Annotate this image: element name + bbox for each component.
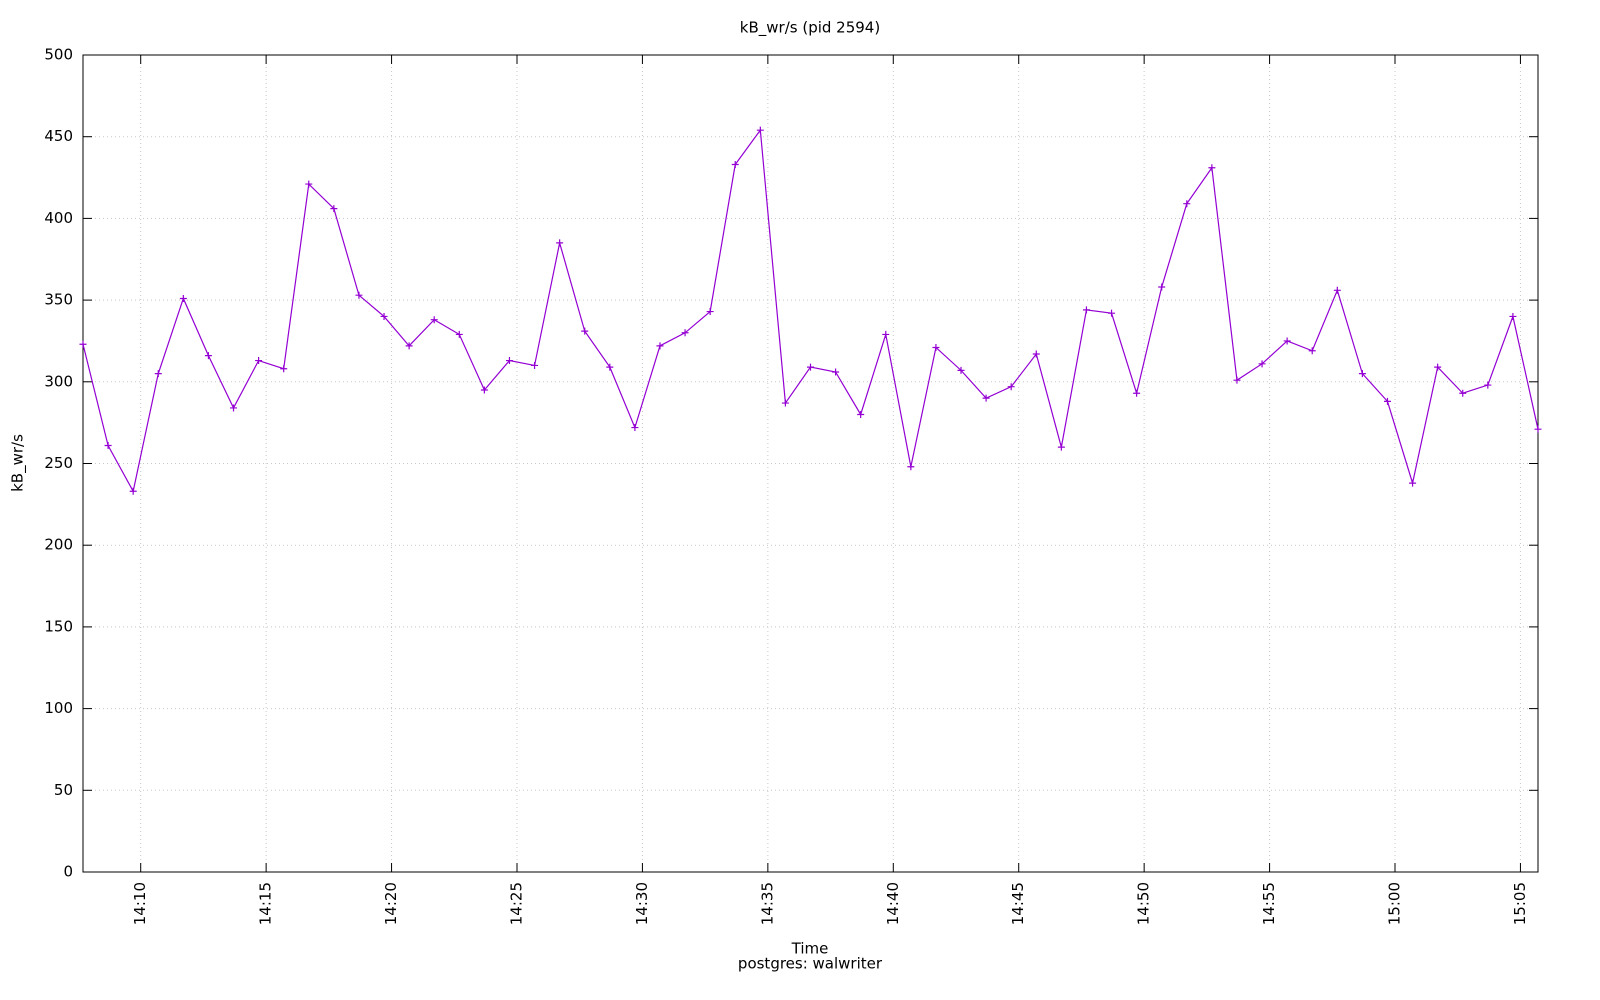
data-point: [1158, 283, 1166, 291]
data-point: [1333, 286, 1341, 294]
data-point: [907, 463, 915, 471]
data-point: [681, 329, 689, 337]
data-point: [430, 316, 438, 324]
data-point: [179, 294, 187, 302]
data-point: [832, 368, 840, 376]
y-tick-label: 200: [44, 536, 73, 554]
data-point: [1434, 363, 1442, 371]
data-point: [706, 308, 714, 316]
x-tick-label: 14:45: [1009, 882, 1027, 925]
x-tick-label: 15:00: [1386, 882, 1404, 925]
y-tick-label: 350: [44, 291, 73, 309]
y-tick-label: 500: [44, 46, 73, 64]
plot-frame: [82, 54, 1539, 873]
data-point: [932, 343, 940, 351]
data-point: [79, 340, 87, 348]
data-point: [230, 404, 238, 412]
x-tick-label: 14:20: [382, 882, 400, 925]
data-point: [154, 370, 162, 378]
y-tick-label: 400: [44, 209, 73, 227]
x-tick-label: 14:50: [1135, 882, 1153, 925]
data-point: [531, 361, 539, 369]
data-point: [280, 365, 288, 373]
data-point: [1534, 425, 1542, 433]
y-tick-label: 50: [54, 781, 73, 799]
data-point: [1233, 376, 1241, 384]
data-point: [204, 352, 212, 360]
data-point: [1057, 443, 1065, 451]
x-tick-label: 14:55: [1260, 882, 1278, 925]
data-point: [1358, 370, 1366, 378]
y-tick-label: 150: [44, 617, 73, 635]
x-tick-label: 14:15: [257, 882, 275, 925]
x-tick-label: 14:25: [507, 882, 525, 925]
data-point: [556, 239, 564, 247]
chart-title: kB_wr/s (pid 2594): [740, 19, 880, 38]
data-point: [656, 342, 664, 350]
data-point: [480, 386, 488, 394]
data-point: [581, 327, 589, 335]
data-point: [1258, 360, 1266, 368]
data-point: [1032, 350, 1040, 358]
x-tick-label: 14:10: [131, 882, 149, 925]
data-point: [104, 442, 112, 450]
x-axis-label: Time: [791, 940, 829, 958]
data-point: [957, 366, 965, 374]
data-point: [1383, 397, 1391, 405]
data-point: [1082, 306, 1090, 314]
x-axis-sublabel: postgres: walwriter: [738, 955, 883, 973]
data-point: [781, 399, 789, 407]
y-tick-label: 300: [44, 372, 73, 390]
x-tick-label: 15:05: [1511, 882, 1529, 925]
data-point: [505, 357, 513, 365]
data-point: [631, 424, 639, 432]
data-point: [606, 363, 614, 371]
data-point: [1308, 347, 1316, 355]
x-tick-label: 14:40: [884, 882, 902, 925]
y-tick-label: 250: [44, 454, 73, 472]
data-point: [1509, 312, 1517, 320]
data-point: [1133, 389, 1141, 397]
data-point: [1283, 337, 1291, 345]
data-point: [1409, 479, 1417, 487]
x-tick-label: 14:35: [758, 882, 776, 925]
data-point: [756, 126, 764, 134]
data-point: [982, 394, 990, 402]
data-point: [807, 363, 814, 371]
data-point: [355, 291, 363, 299]
data-point: [380, 312, 388, 320]
y-tick-label: 450: [44, 127, 73, 145]
data-point: [1484, 381, 1492, 389]
data-point: [1459, 389, 1467, 397]
data-point: [305, 180, 313, 188]
x-tick-label: 14:30: [633, 882, 651, 925]
data-point: [129, 487, 137, 495]
data-point: [1108, 309, 1116, 317]
data-point: [1208, 164, 1216, 172]
data-point: [255, 357, 263, 365]
data-point: [857, 410, 865, 418]
data-point: [731, 160, 739, 168]
data-point: [405, 342, 413, 350]
data-point: [1007, 383, 1015, 391]
y-tick-label: 100: [44, 699, 73, 717]
data-point: [882, 330, 890, 338]
y-tick-label: 0: [63, 863, 73, 881]
data-point: [330, 205, 338, 213]
y-axis-label: kB_wr/s: [9, 434, 28, 492]
data-point: [455, 330, 463, 338]
data-point: [1183, 200, 1191, 208]
